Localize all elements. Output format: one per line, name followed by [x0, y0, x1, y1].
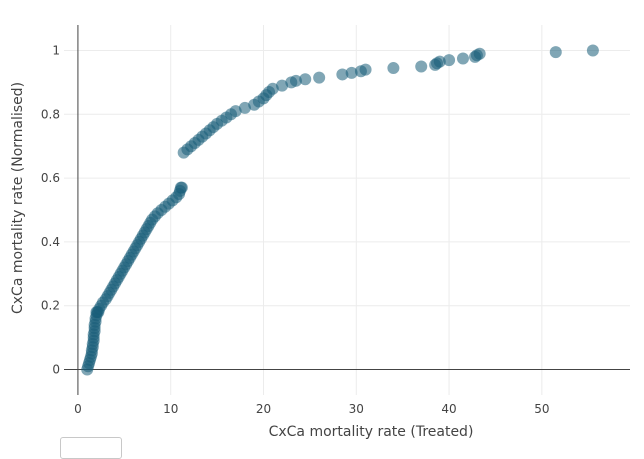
data-point[interactable]	[336, 68, 349, 81]
y-tick-label: 0.4	[41, 235, 60, 249]
data-point[interactable]	[433, 55, 446, 68]
data-point[interactable]	[266, 82, 279, 95]
y-tick-label: 0.8	[41, 107, 60, 121]
y-tick-label: 0.6	[41, 171, 60, 185]
data-point[interactable]	[313, 71, 326, 84]
data-points[interactable]	[81, 44, 599, 376]
data-point[interactable]	[473, 47, 486, 60]
data-point[interactable]	[387, 62, 400, 75]
x-tick-label: 10	[163, 402, 178, 416]
legend-toggle[interactable]	[60, 437, 122, 459]
scatter-chart: 0 10 20 30 40 50 0 0.2 0.4 0.6 0.8 1 CxCa mortality…	[10, 25, 630, 440]
data-point[interactable]	[175, 181, 188, 194]
data-point[interactable]	[299, 73, 312, 86]
data-point[interactable]	[345, 66, 358, 79]
tick-labels: 0 10 20 30 40 50 0 0.2 0.4 0.6 0.8 1	[41, 44, 550, 416]
x-tick-label: 0	[74, 402, 82, 416]
x-axis-title: CxCa mortality rate (Treated)	[269, 424, 474, 440]
data-point[interactable]	[443, 54, 456, 67]
data-point[interactable]	[359, 63, 372, 76]
data-point[interactable]	[415, 60, 428, 73]
y-tick-label: 0.2	[41, 299, 60, 313]
x-tick-label: 30	[349, 402, 364, 416]
x-tick-label: 20	[256, 402, 271, 416]
data-point[interactable]	[289, 74, 302, 87]
y-axis-title: CxCa mortality rate (Normalised)	[10, 82, 26, 314]
x-tick-label: 40	[441, 402, 456, 416]
grid	[64, 25, 630, 395]
y-tick-label: 0	[52, 362, 60, 376]
data-point[interactable]	[229, 105, 242, 118]
data-point[interactable]	[586, 44, 599, 57]
data-point[interactable]	[456, 52, 469, 65]
data-point[interactable]	[276, 79, 289, 92]
data-point[interactable]	[238, 101, 251, 114]
data-point[interactable]	[549, 46, 562, 59]
y-tick-label: 1	[52, 44, 60, 58]
axes	[64, 25, 630, 395]
x-tick-label: 50	[534, 402, 549, 416]
